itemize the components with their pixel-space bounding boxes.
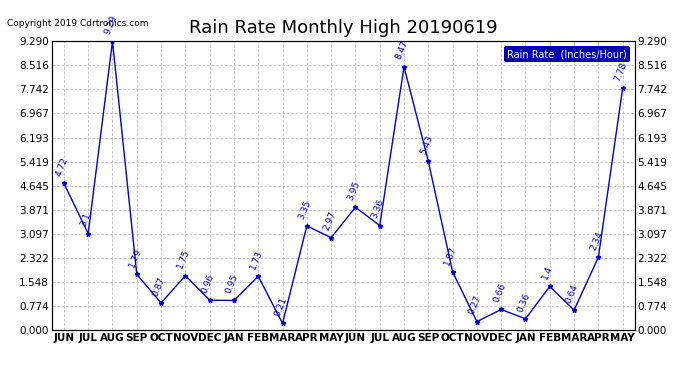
Text: 0.27: 0.27 xyxy=(467,294,483,316)
Text: 2.34: 2.34 xyxy=(589,230,604,252)
Text: 8.47: 8.47 xyxy=(394,39,410,61)
Legend: Rain Rate  (Inches/Hour): Rain Rate (Inches/Hour) xyxy=(504,46,630,62)
Text: 7.78: 7.78 xyxy=(613,61,629,82)
Text: 3.36: 3.36 xyxy=(370,198,386,220)
Text: 9.29: 9.29 xyxy=(103,14,119,36)
Text: 3.35: 3.35 xyxy=(297,198,313,220)
Text: 0.95: 0.95 xyxy=(224,273,240,295)
Text: 0.87: 0.87 xyxy=(151,275,167,297)
Text: 5.43: 5.43 xyxy=(419,134,435,156)
Text: 0.64: 0.64 xyxy=(564,283,580,304)
Text: 0.66: 0.66 xyxy=(491,282,507,304)
Text: 1.73: 1.73 xyxy=(248,249,264,271)
Text: 3.95: 3.95 xyxy=(346,180,362,202)
Text: 4.72: 4.72 xyxy=(55,156,70,178)
Text: 0.21: 0.21 xyxy=(273,296,288,318)
Text: Copyright 2019 Cdrtronics.com: Copyright 2019 Cdrtronics.com xyxy=(7,19,148,28)
Text: 1.79: 1.79 xyxy=(127,247,143,269)
Title: Rain Rate Monthly High 20190619: Rain Rate Monthly High 20190619 xyxy=(189,19,497,37)
Text: 1.87: 1.87 xyxy=(443,244,459,266)
Text: 1.75: 1.75 xyxy=(176,248,192,270)
Text: 0.36: 0.36 xyxy=(515,291,531,313)
Text: 2.97: 2.97 xyxy=(322,210,337,232)
Text: 1.4: 1.4 xyxy=(540,264,554,281)
Text: 0.96: 0.96 xyxy=(200,273,216,295)
Text: 3.1: 3.1 xyxy=(79,211,92,228)
